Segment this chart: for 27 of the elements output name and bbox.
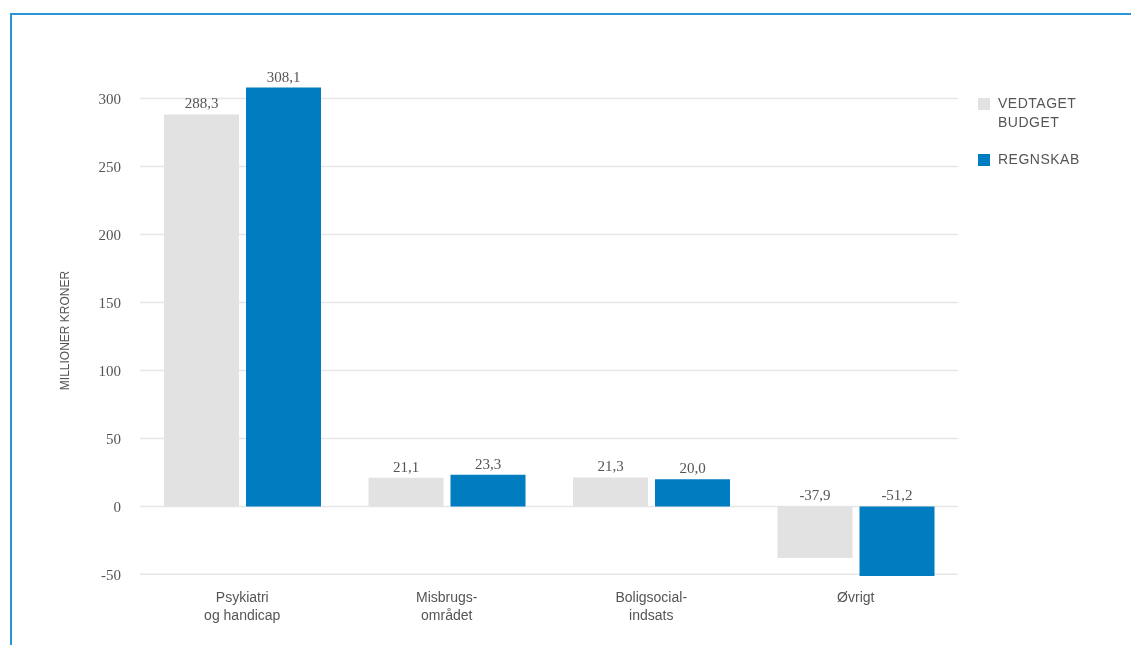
bar [655, 479, 730, 507]
bar [450, 474, 526, 507]
data-label: 288,3 [184, 95, 219, 112]
y-tick-label: 150 [98, 294, 121, 311]
data-label: 21,3 [597, 458, 624, 475]
data-label: 21,1 [392, 458, 420, 475]
y-axis-title: MILLIONER KRONER [58, 270, 73, 391]
y-tick-label: 0 [113, 498, 121, 515]
y-tick-label: 300 [98, 90, 121, 107]
x-tick-label: Boligsocial- indsats [615, 589, 688, 623]
y-tick-label: 50 [106, 430, 121, 447]
data-label: -37,9 [799, 487, 831, 504]
data-label: 23,3 [474, 455, 502, 472]
legend-label: VEDTAGET BUDGET [998, 94, 1078, 132]
y-tick-label: 200 [98, 226, 121, 243]
bar [246, 87, 321, 507]
x-tick-label: Psykiatri og handicap [204, 589, 281, 623]
y-tick-label: 100 [98, 362, 121, 379]
data-label: 20,0 [679, 460, 706, 477]
bar [859, 506, 935, 576]
data-label: -51,2 [881, 487, 913, 504]
x-tick-label: Misbrugs- området [416, 589, 478, 623]
y-tick-label: 250 [98, 158, 121, 175]
data-label: 308,1 [266, 68, 301, 85]
x-tick-label: Øvrigt [837, 589, 875, 605]
legend-label: REGNSKAB [998, 150, 1081, 169]
y-tick-label: -50 [101, 566, 121, 583]
